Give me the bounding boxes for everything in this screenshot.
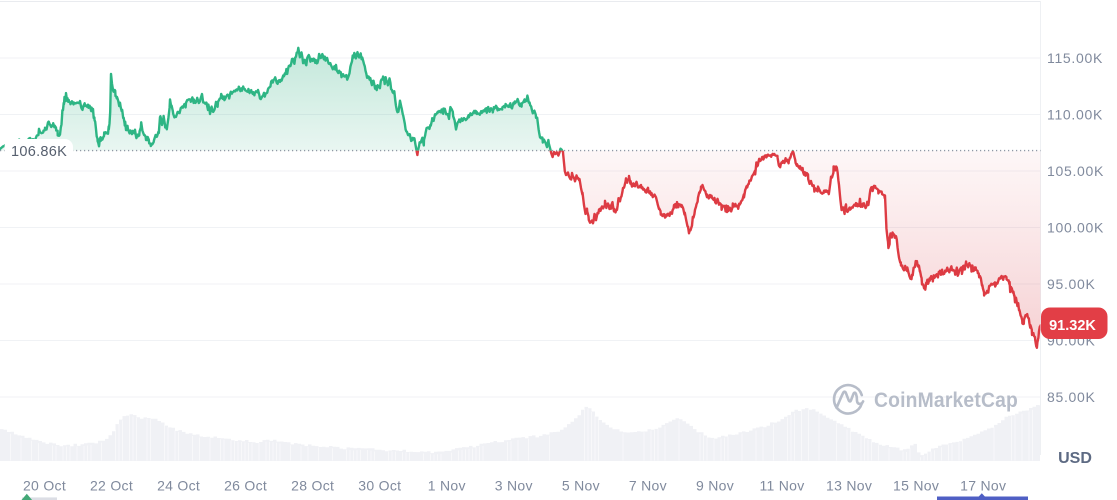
svg-text:95.00K: 95.00K [1047, 276, 1096, 292]
svg-text:9 Nov: 9 Nov [696, 478, 734, 494]
svg-text:5 Nov: 5 Nov [562, 478, 600, 494]
svg-text:22 Oct: 22 Oct [90, 478, 133, 494]
svg-text:30 Oct: 30 Oct [358, 478, 401, 494]
svg-text:26 Oct: 26 Oct [224, 478, 267, 494]
svg-text:17 Nov: 17 Nov [960, 478, 1006, 494]
svg-text:85.00K: 85.00K [1047, 389, 1096, 405]
svg-text:11 Nov: 11 Nov [759, 478, 804, 494]
svg-text:106.86K: 106.86K [11, 144, 67, 160]
svg-text:15 Nov: 15 Nov [893, 478, 939, 494]
svg-text:3 Nov: 3 Nov [495, 478, 533, 494]
svg-text:115.00K: 115.00K [1047, 50, 1103, 66]
svg-text:13 Nov: 13 Nov [826, 478, 872, 494]
svg-text:1 Nov: 1 Nov [428, 478, 466, 494]
svg-text:CoinMarketCap: CoinMarketCap [874, 388, 1018, 412]
svg-text:105.00K: 105.00K [1047, 163, 1104, 179]
svg-text:91.32K: 91.32K [1049, 318, 1096, 334]
svg-text:24 Oct: 24 Oct [157, 478, 200, 494]
svg-text:20 Oct: 20 Oct [23, 478, 66, 494]
svg-text:USD: USD [1058, 450, 1092, 467]
svg-text:28 Oct: 28 Oct [291, 478, 334, 494]
svg-text:7 Nov: 7 Nov [629, 478, 667, 494]
svg-text:100.00K: 100.00K [1047, 220, 1104, 236]
svg-text:110.00K: 110.00K [1047, 107, 1103, 123]
